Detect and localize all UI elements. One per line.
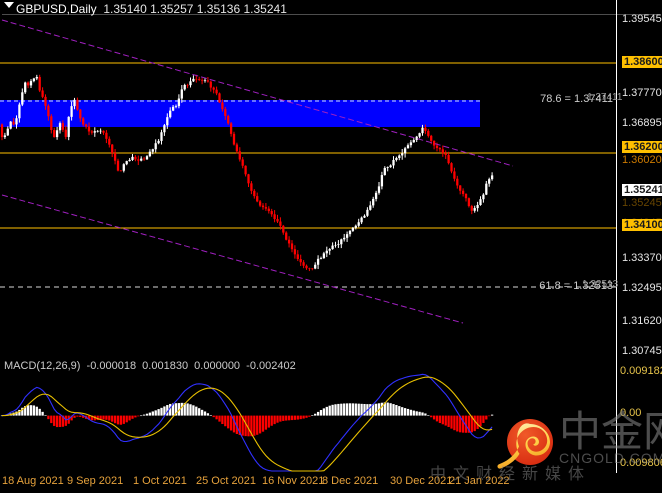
svg-text:CNGOLD.COM.CN: CNGOLD.COM.CN xyxy=(559,450,662,466)
svg-text:中文财经新媒体: 中文财经新媒体 xyxy=(430,465,591,483)
svg-text:中金网: 中金网 xyxy=(559,408,662,455)
